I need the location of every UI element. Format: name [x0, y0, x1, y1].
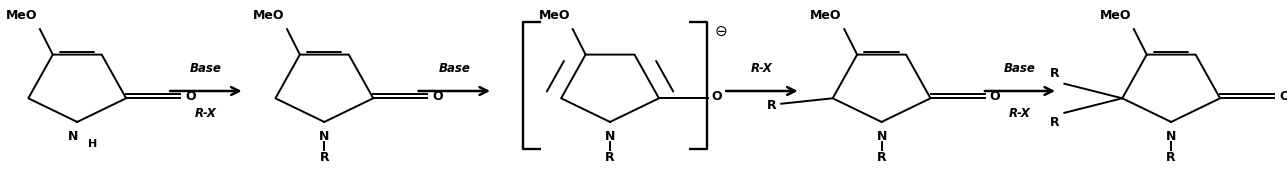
Text: R-X: R-X: [752, 62, 772, 75]
Text: MeO: MeO: [254, 9, 284, 22]
Text: O: O: [185, 90, 196, 103]
Text: R: R: [767, 99, 776, 112]
Text: R: R: [1166, 151, 1176, 164]
Text: MeO: MeO: [539, 9, 570, 22]
Text: R: R: [319, 151, 329, 164]
Text: MeO: MeO: [1100, 9, 1131, 22]
Text: O: O: [1279, 90, 1287, 103]
Text: R-X: R-X: [196, 107, 216, 120]
Text: R: R: [876, 151, 887, 164]
Text: O: O: [712, 90, 722, 103]
Text: O: O: [432, 90, 443, 103]
Text: Base: Base: [439, 62, 470, 75]
Text: ⊖: ⊖: [714, 23, 727, 38]
Text: MeO: MeO: [6, 9, 37, 22]
Text: MeO: MeO: [811, 9, 842, 22]
Text: R: R: [1050, 67, 1059, 80]
Text: R: R: [605, 151, 615, 164]
Text: N: N: [1166, 130, 1176, 143]
Text: R: R: [1050, 116, 1059, 129]
Text: O: O: [990, 90, 1000, 103]
Text: H: H: [88, 139, 98, 149]
Text: Base: Base: [1004, 62, 1036, 75]
Text: N: N: [319, 130, 329, 143]
Text: N: N: [605, 130, 615, 143]
Text: N: N: [68, 130, 79, 143]
Text: N: N: [876, 130, 887, 143]
Text: Base: Base: [190, 62, 221, 75]
Text: R-X: R-X: [1009, 107, 1031, 120]
